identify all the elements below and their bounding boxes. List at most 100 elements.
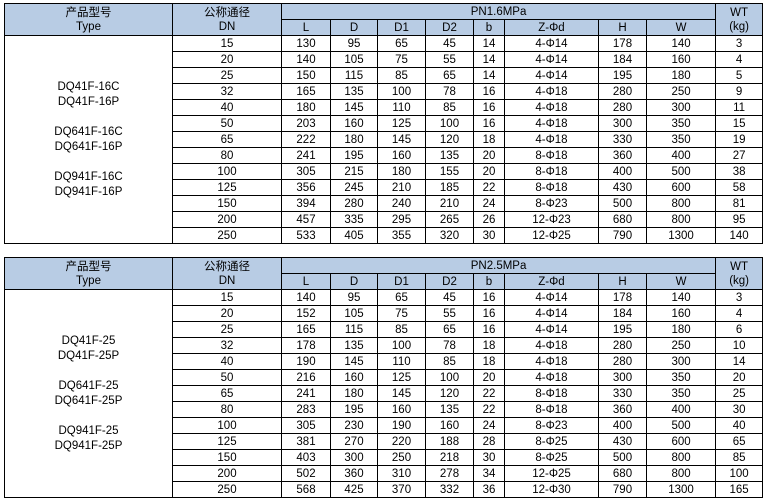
table-cell: 4-Φ14 xyxy=(504,305,599,322)
table-cell: 18 xyxy=(473,131,505,148)
column-header-text: L xyxy=(302,275,310,288)
table-cell: 65 xyxy=(425,67,474,84)
table-cell: 280 xyxy=(598,99,647,116)
table-cell: 502 xyxy=(281,465,331,482)
table-cell: 160 xyxy=(330,115,378,132)
table-cell: 30 xyxy=(473,227,505,244)
pressure-header-text: PN1.6MPa xyxy=(470,5,527,18)
table-cell: 500 xyxy=(598,449,647,466)
table-cell: 95 xyxy=(330,289,378,306)
table-cell: 4-Φ18 xyxy=(504,83,599,100)
table-cell: 16 xyxy=(473,83,505,100)
table-cell: 140 xyxy=(281,289,331,306)
model-name: DQ641F-25P xyxy=(54,394,123,407)
dn-header-subtext: DN xyxy=(218,274,236,287)
table-cell: 4 xyxy=(715,51,764,68)
table-cell: 100 xyxy=(377,83,426,100)
model-name: DQ41F-16P xyxy=(57,95,120,108)
table-row: 150 403 300 250 218 30 8-Φ25 500 800 85 xyxy=(5,449,764,466)
column-header-text: Z-Φd xyxy=(538,21,565,34)
table-cell: 283 xyxy=(281,401,331,418)
table-cell: 145 xyxy=(377,131,426,148)
table-cell: 210 xyxy=(425,195,474,212)
table-cell: 10 xyxy=(715,337,764,354)
table-cell: 65 xyxy=(172,385,282,402)
table-cell: 203 xyxy=(281,115,331,132)
table-cell: 100 xyxy=(715,465,764,482)
model-name: DQ941F-16C xyxy=(54,170,123,183)
model-name: DQ941F-16P xyxy=(54,185,123,198)
table-cell: 180 xyxy=(645,67,717,84)
type-header-subtext: Type xyxy=(76,274,101,287)
table-cell: 270 xyxy=(330,433,378,450)
table-cell: 165 xyxy=(715,481,764,498)
column-header-text: D2 xyxy=(442,21,457,34)
table-cell: 65 xyxy=(377,35,426,52)
table-cell: 125 xyxy=(172,433,282,450)
table-cell: 85 xyxy=(425,99,474,116)
table-cell: 180 xyxy=(645,321,717,338)
table-cell: 81 xyxy=(715,195,764,212)
table-cell: 15 xyxy=(172,35,282,52)
table-cell: 145 xyxy=(377,385,426,402)
table-cell: 16 xyxy=(473,305,505,322)
table-cell: 680 xyxy=(598,211,647,228)
table-cell: 533 xyxy=(281,227,331,244)
table-row: 32 178 135 100 78 18 4-Φ18 280 250 10 xyxy=(5,337,764,354)
table-cell: 600 xyxy=(645,179,717,196)
table-cell: 25 xyxy=(715,385,764,402)
table-cell: 22 xyxy=(473,179,505,196)
column-header: Z-Φd xyxy=(504,273,599,290)
table-cell: 245 xyxy=(330,179,378,196)
table-cell: 280 xyxy=(598,337,647,354)
model-type-cell: DQ41F-16C DQ41F-16P DQ641F-16C DQ641F-16P DQ… xyxy=(4,35,173,244)
table-cell: 320 xyxy=(425,227,474,244)
table-cell: 16 xyxy=(473,289,505,306)
table-cell: 9 xyxy=(715,83,764,100)
model-name: DQ41F-16C xyxy=(57,80,120,93)
table-cell: 381 xyxy=(281,433,331,450)
table-cell: 280 xyxy=(598,83,647,100)
subheader-row: L D D1 D2 b Z-Φd H W xyxy=(5,273,763,290)
table-cell: 790 xyxy=(598,481,647,498)
wt-header: WT (kg) xyxy=(715,3,764,36)
table-cell: 305 xyxy=(281,163,331,180)
table-cell: 184 xyxy=(598,51,647,68)
table-cell: 78 xyxy=(425,337,474,354)
table-cell: 20 xyxy=(473,163,505,180)
table-cell: 150 xyxy=(281,67,331,84)
table-cell: 185 xyxy=(425,179,474,196)
table-cell: 14 xyxy=(473,51,505,68)
table-cell: 58 xyxy=(715,179,764,196)
dn-header: 公称通径 DN xyxy=(172,3,282,36)
column-header: Z-Φd xyxy=(504,19,599,36)
table-cell: 178 xyxy=(598,289,647,306)
table-cell: 100 xyxy=(425,369,474,386)
column-header-text: D1 xyxy=(394,275,409,288)
table-cell: 425 xyxy=(330,481,378,498)
table-cell: 145 xyxy=(330,99,378,116)
table-cell: 178 xyxy=(281,337,331,354)
table-cell: 4-Φ14 xyxy=(504,321,599,338)
model-name: DQ641F-16C xyxy=(54,125,123,138)
type-header-subtext: Type xyxy=(76,20,101,33)
table-cell: 160 xyxy=(645,305,717,322)
table-cell: 65 xyxy=(425,321,474,338)
table-cell: 65 xyxy=(377,289,426,306)
table-cell: 400 xyxy=(645,401,717,418)
table-cell: 500 xyxy=(598,195,647,212)
table-cell: 30 xyxy=(715,401,764,418)
column-header: W xyxy=(645,19,717,36)
table-cell: 195 xyxy=(598,67,647,84)
model-name: DQ41F-25P xyxy=(57,349,120,362)
table-cell: 40 xyxy=(172,99,282,116)
table-cell: 160 xyxy=(425,417,474,434)
table-cell: 16 xyxy=(473,115,505,132)
column-header: L xyxy=(281,19,331,36)
table-cell: 8-Φ18 xyxy=(504,147,599,164)
column-header-text: D xyxy=(349,275,359,288)
table-cell: 115 xyxy=(330,67,378,84)
table-cell: 400 xyxy=(598,417,647,434)
table-cell: 24 xyxy=(473,195,505,212)
column-header: D2 xyxy=(425,19,474,36)
